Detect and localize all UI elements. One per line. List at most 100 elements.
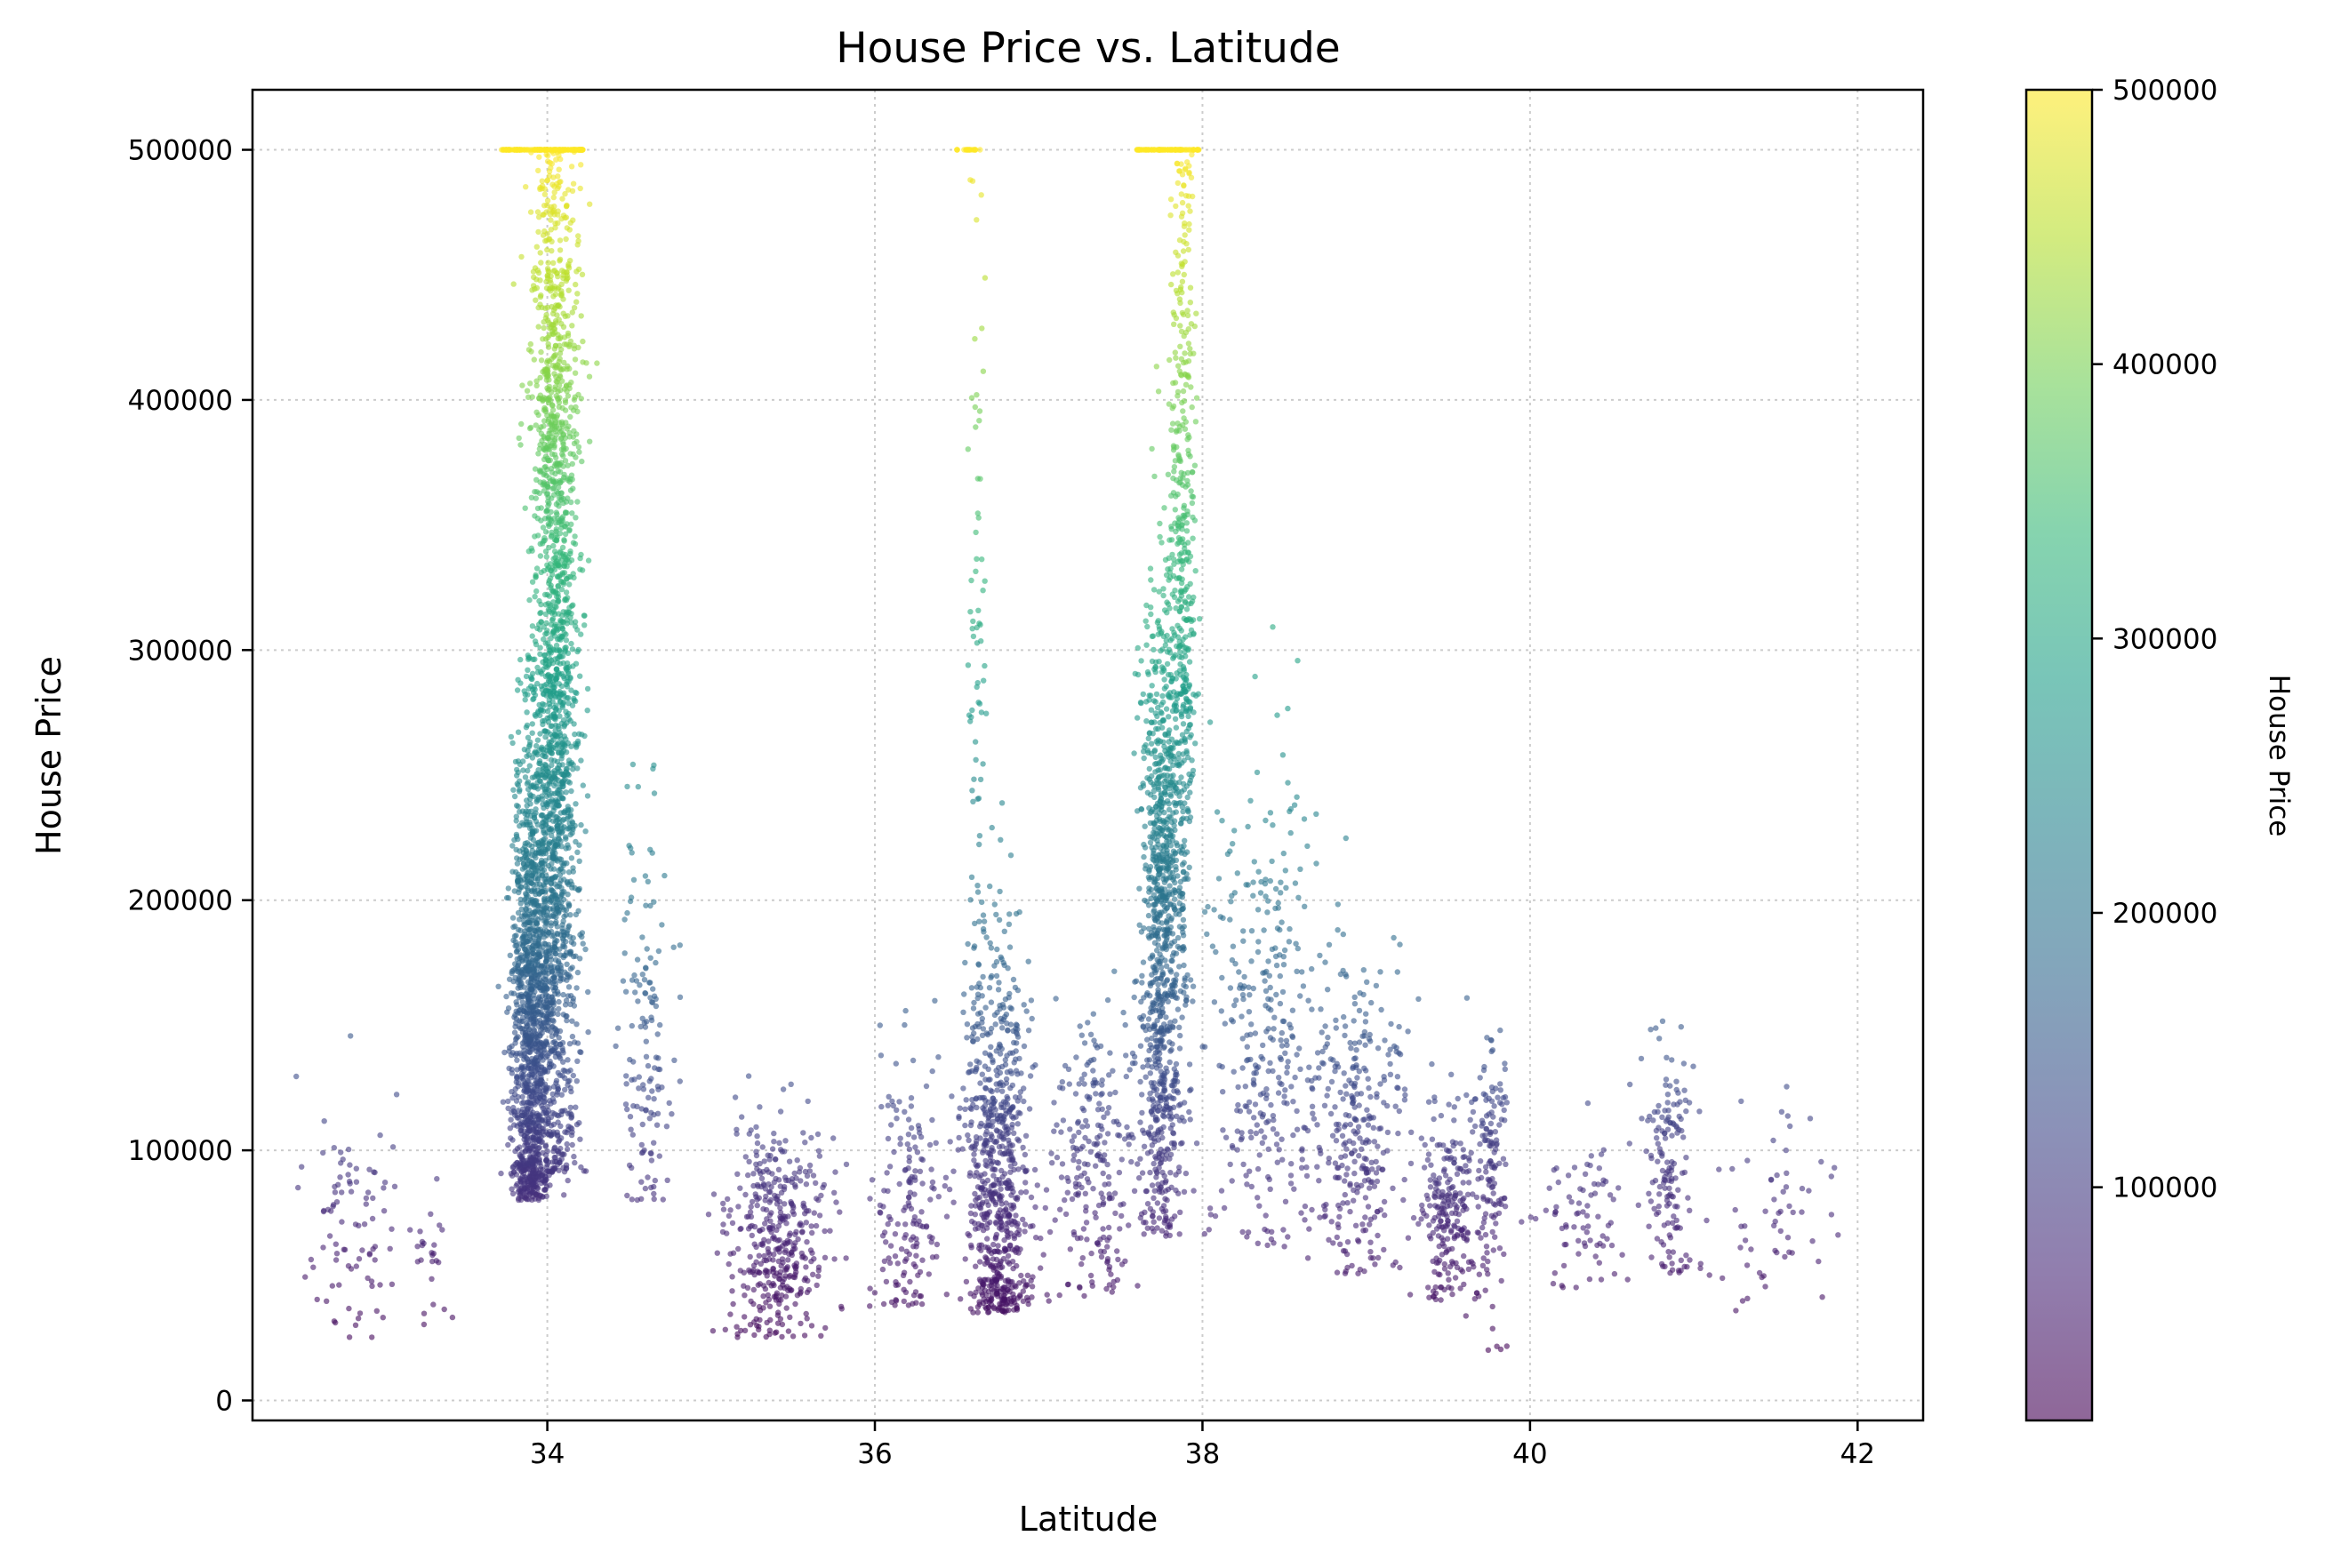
data-point [1021, 1043, 1028, 1050]
data-point [517, 656, 524, 663]
data-point [576, 449, 582, 455]
data-point [999, 1025, 1006, 1031]
data-point [1005, 1185, 1012, 1191]
data-point [574, 627, 581, 633]
data-point [547, 284, 554, 291]
data-point [1008, 1153, 1014, 1160]
data-point [1015, 1166, 1022, 1172]
data-point [894, 1116, 900, 1122]
data-point [537, 250, 543, 256]
data-point [1011, 1130, 1017, 1137]
data-point [565, 1057, 571, 1063]
data-point [998, 836, 1004, 843]
data-point [573, 431, 580, 437]
data-point [913, 1252, 919, 1259]
data-point [525, 748, 531, 754]
data-point [1009, 1082, 1016, 1089]
data-point [540, 851, 547, 857]
data-point [525, 1087, 532, 1093]
data-point [555, 741, 561, 748]
data-point [802, 1211, 808, 1217]
data-point [749, 1198, 756, 1205]
data-point [532, 638, 539, 644]
data-point [974, 1309, 982, 1316]
data-point [638, 1179, 645, 1185]
data-point [557, 468, 564, 475]
data-point [775, 1166, 782, 1173]
data-point [985, 1066, 991, 1073]
data-point [767, 1218, 774, 1224]
data-point [516, 889, 522, 896]
data-point [526, 743, 533, 749]
data-point [549, 402, 556, 408]
data-point [976, 833, 983, 839]
data-point [549, 1024, 555, 1030]
data-point [973, 1263, 979, 1269]
data-point [813, 1222, 820, 1229]
data-point [560, 816, 567, 822]
data-point [533, 881, 540, 888]
data-point [542, 1142, 549, 1148]
data-point [545, 765, 551, 772]
data-point [353, 1179, 360, 1185]
data-point [524, 1134, 530, 1141]
data-point [1002, 1247, 1009, 1254]
data-point [1008, 1192, 1014, 1198]
data-point [532, 594, 538, 600]
data-point [972, 1068, 979, 1075]
data-point [562, 1129, 568, 1135]
data-point [967, 1122, 974, 1129]
data-point [915, 1272, 921, 1278]
data-point [760, 1180, 767, 1188]
data-point [543, 991, 549, 998]
data-point [1104, 1244, 1110, 1250]
data-point [560, 918, 566, 924]
data-point [545, 841, 551, 847]
data-point [522, 774, 529, 780]
data-point [798, 1285, 804, 1292]
data-point [508, 1052, 515, 1059]
data-point [565, 972, 572, 979]
data-point [788, 1250, 795, 1256]
data-point [540, 889, 546, 895]
data-point [1010, 1028, 1016, 1035]
data-point [555, 836, 562, 842]
data-point [1076, 1129, 1082, 1136]
data-point [822, 1228, 828, 1235]
data-point [982, 578, 988, 584]
data-point [578, 1164, 584, 1171]
data-point [558, 346, 565, 353]
data-point [559, 904, 565, 910]
data-point [629, 761, 637, 768]
data-point [892, 1253, 899, 1260]
data-point [914, 1149, 921, 1156]
data-point [1022, 1221, 1029, 1228]
data-point [531, 274, 537, 281]
data-point [333, 1199, 341, 1205]
data-point [774, 1227, 780, 1234]
data-point [563, 1162, 570, 1168]
data-point [541, 404, 548, 412]
data-point [555, 173, 561, 180]
data-point [943, 1213, 950, 1220]
data-point [982, 1085, 990, 1092]
data-point [517, 981, 524, 988]
data-point [560, 796, 566, 802]
data-point [1093, 1091, 1099, 1097]
data-point [567, 948, 574, 955]
data-point [968, 395, 975, 401]
data-point [564, 765, 571, 772]
data-point [558, 1135, 565, 1141]
data-point [1021, 1098, 1027, 1105]
data-point [810, 1271, 816, 1278]
data-point [537, 644, 543, 651]
data-point [569, 510, 575, 516]
data-point [562, 407, 569, 413]
data-point [974, 476, 982, 482]
data-point [541, 652, 548, 659]
data-point [567, 476, 573, 482]
data-point [785, 1257, 791, 1263]
data-point [1025, 1028, 1032, 1034]
data-point [505, 894, 511, 901]
data-point [797, 1164, 804, 1172]
